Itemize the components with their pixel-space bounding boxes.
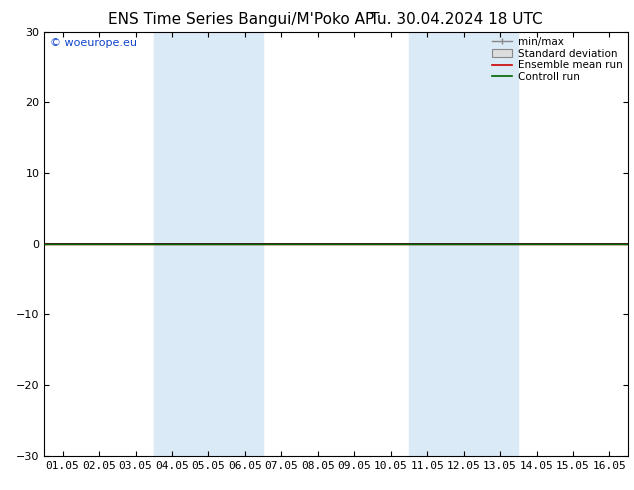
Text: ENS Time Series Bangui/M'Poko AP: ENS Time Series Bangui/M'Poko AP (108, 12, 374, 27)
Bar (409, 32, 518, 456)
Text: Tu. 30.04.2024 18 UTC: Tu. 30.04.2024 18 UTC (370, 12, 543, 27)
Bar (153, 32, 263, 456)
Text: © woeurope.eu: © woeurope.eu (50, 38, 137, 48)
Legend: min/max, Standard deviation, Ensemble mean run, Controll run: min/max, Standard deviation, Ensemble me… (489, 34, 626, 85)
